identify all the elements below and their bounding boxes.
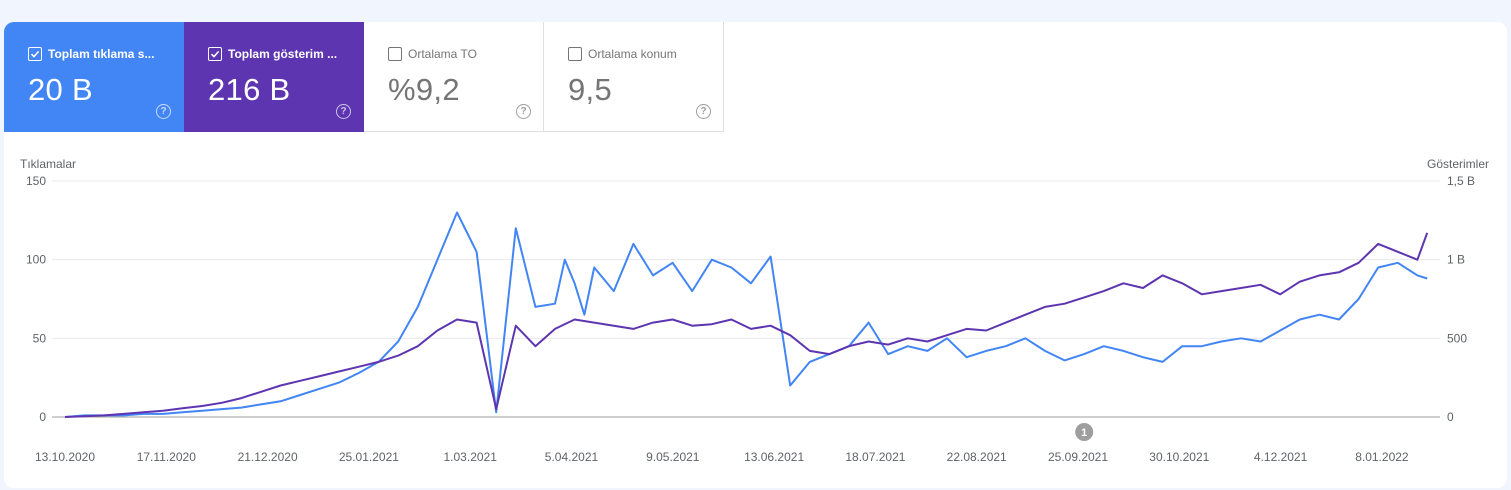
x-tick-label: 5.04.2021 bbox=[545, 450, 599, 464]
y-axis-right-title: Gösterimler bbox=[1427, 157, 1489, 171]
grid-lines bbox=[52, 180, 1440, 418]
checkbox-checked-icon[interactable] bbox=[208, 47, 222, 61]
x-tick-label: 22.08.2021 bbox=[947, 450, 1007, 464]
metric-average-position[interactable]: Ortalama konum 9,5 ? bbox=[544, 22, 724, 132]
metric-value: 20 B bbox=[28, 72, 93, 107]
metric-average-ctr[interactable]: Ortalama TO %9,2 ? bbox=[364, 22, 544, 132]
metric-value: %9,2 bbox=[388, 72, 460, 107]
x-tick-label: 30.10.2021 bbox=[1149, 450, 1209, 464]
x-axis-ticks: 13.10.2020 17.11.2020 21.12.2020 25.01.2021… bbox=[35, 450, 1409, 464]
y-right-tick-label: 500 bbox=[1447, 331, 1467, 345]
y-left-tick-label: 150 bbox=[26, 174, 46, 188]
y-axis-left-title: Tıklamalar bbox=[20, 157, 76, 171]
help-icon[interactable]: ? bbox=[696, 104, 711, 119]
series-line-impressions bbox=[64, 232, 1429, 418]
y-left-tick-label: 100 bbox=[26, 253, 46, 267]
series-line-clicks bbox=[64, 211, 1428, 418]
metric-tabs: Toplam tıklama s... 20 B ? Toplam göster… bbox=[4, 22, 724, 132]
y-right-tick-label: 1,5 B bbox=[1447, 174, 1475, 188]
x-tick-label: 18.07.2021 bbox=[845, 450, 905, 464]
y-axis-right-ticks: 0 500 1 B 1,5 B bbox=[1447, 174, 1475, 424]
x-tick-label: 4.12.2021 bbox=[1254, 450, 1308, 464]
x-tick-label: 13.06.2021 bbox=[744, 450, 804, 464]
checkbox-unchecked-icon[interactable] bbox=[568, 47, 582, 61]
checkbox-unchecked-icon[interactable] bbox=[388, 47, 402, 61]
annotation-circle[interactable] bbox=[1075, 423, 1094, 441]
x-tick-label: 1.03.2021 bbox=[444, 450, 498, 464]
y-right-tick-label: 1 B bbox=[1447, 253, 1465, 267]
y-axis-left-ticks: 0 50 100 150 bbox=[26, 174, 46, 424]
series-lines bbox=[64, 211, 1429, 418]
x-tick-label: 13.10.2020 bbox=[35, 450, 95, 464]
y-left-tick-label: 50 bbox=[33, 331, 47, 345]
annotation-marker[interactable]: 1 bbox=[1075, 423, 1094, 441]
x-tick-label: 17.11.2020 bbox=[137, 450, 196, 464]
x-tick-label: 25.09.2021 bbox=[1048, 450, 1108, 464]
metric-total-clicks[interactable]: Toplam tıklama s... 20 B ? bbox=[4, 22, 184, 132]
help-icon[interactable]: ? bbox=[156, 104, 171, 119]
x-tick-label: 25.01.2021 bbox=[339, 450, 399, 464]
x-tick-label: 9.05.2021 bbox=[646, 450, 700, 464]
help-icon[interactable]: ? bbox=[516, 104, 531, 119]
metric-value: 216 B bbox=[208, 72, 291, 107]
performance-card: Toplam tıklama s... 20 B ? Toplam göster… bbox=[4, 22, 1507, 488]
checkbox-checked-icon[interactable] bbox=[28, 47, 42, 61]
y-right-tick-label: 0 bbox=[1447, 410, 1454, 424]
annotation-label: 1 bbox=[1081, 427, 1087, 439]
x-tick-label: 21.12.2020 bbox=[238, 450, 298, 464]
help-icon[interactable]: ? bbox=[336, 104, 351, 119]
y-left-tick-label: 0 bbox=[39, 410, 46, 424]
x-tick-label: 8.01.2022 bbox=[1355, 450, 1409, 464]
metric-total-impressions[interactable]: Toplam gösterim ... 216 B ? bbox=[184, 22, 364, 132]
metric-value: 9,5 bbox=[568, 72, 612, 107]
